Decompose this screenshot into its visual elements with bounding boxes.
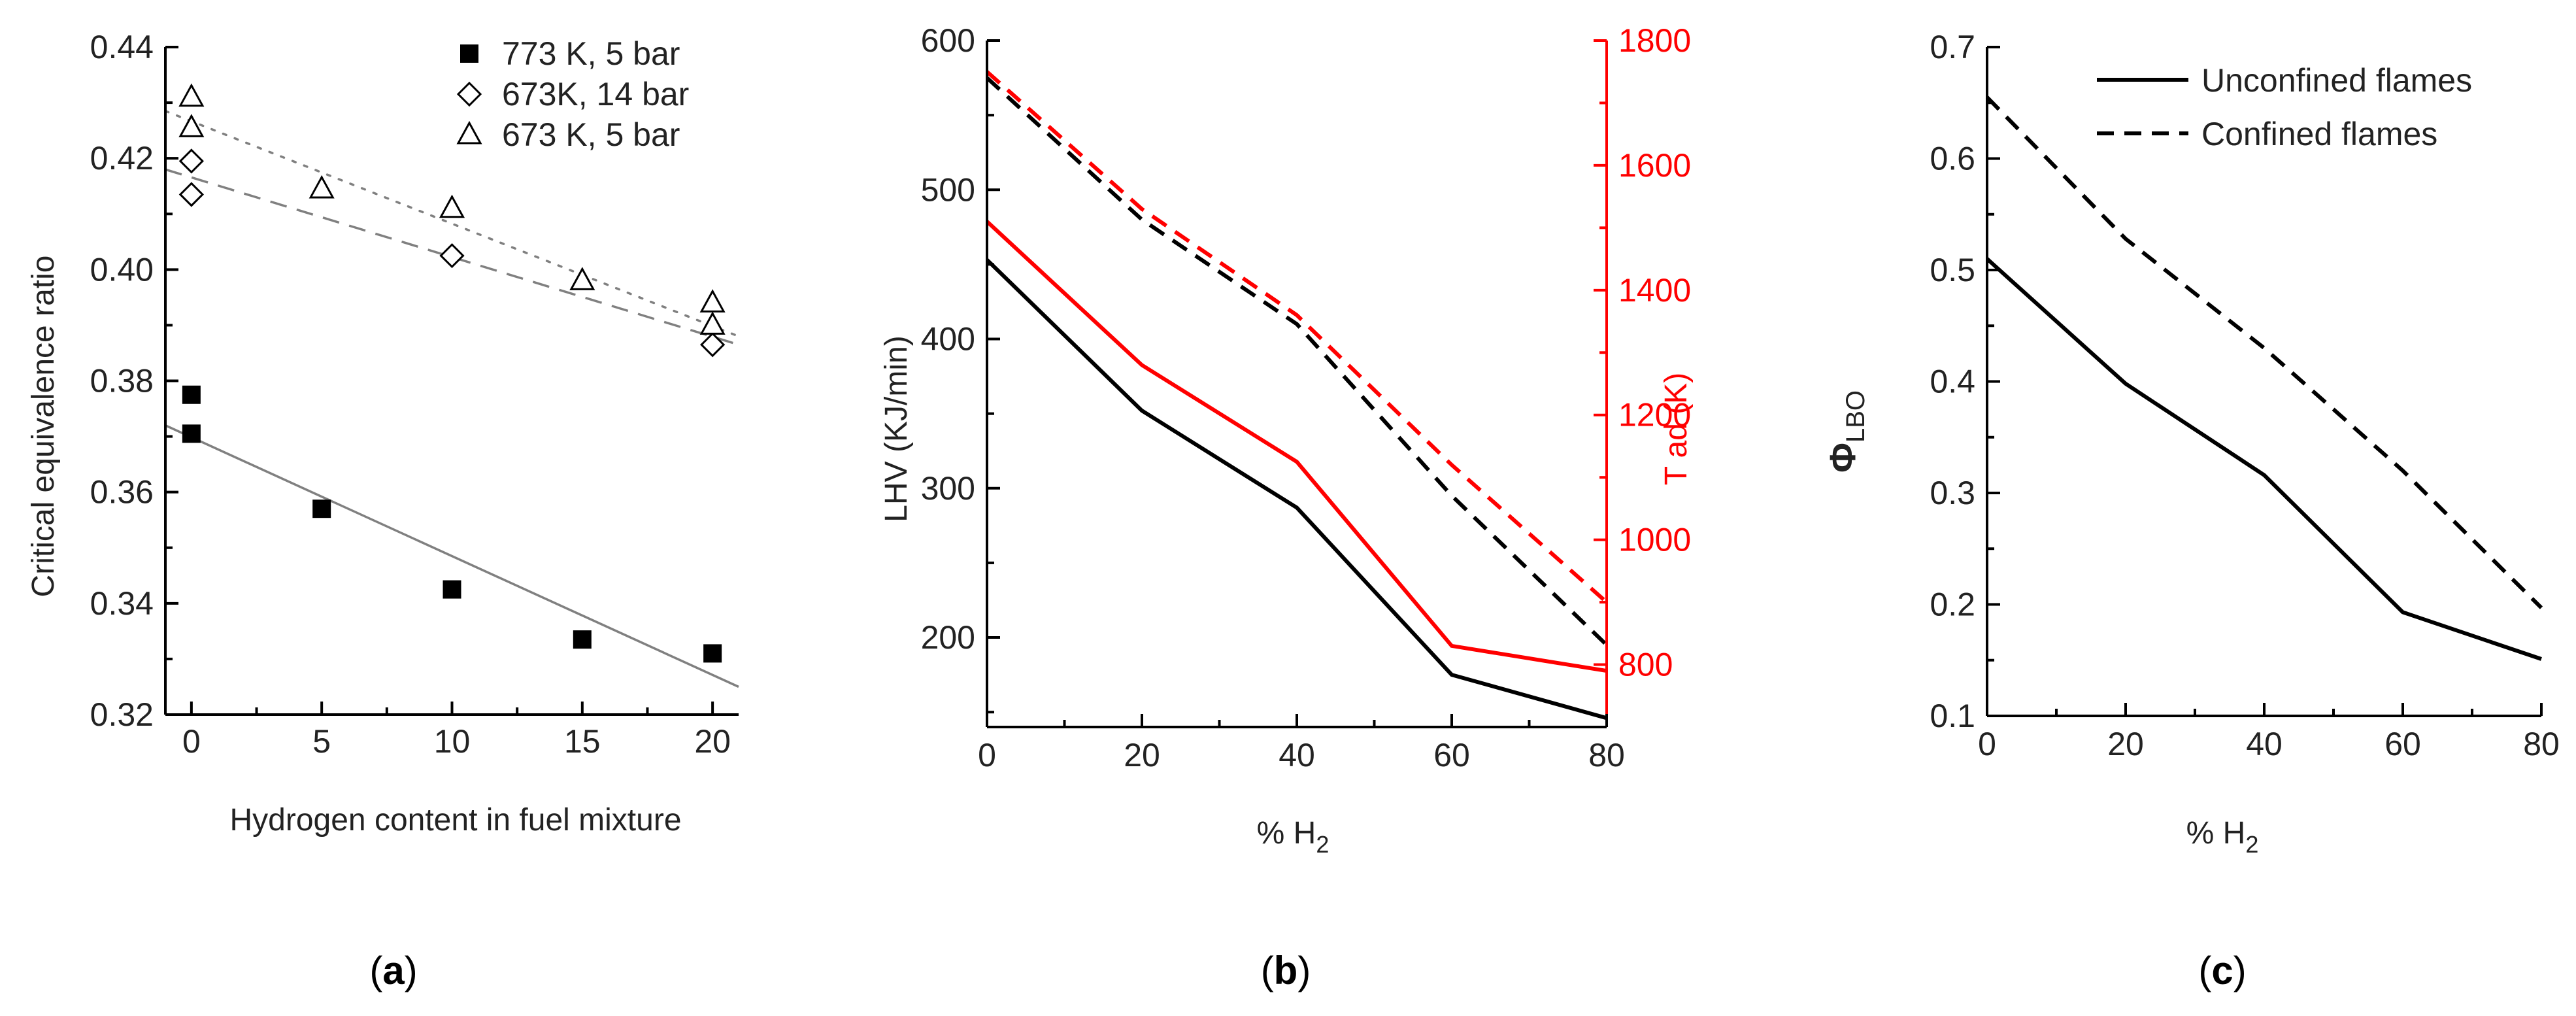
y-tick-label-b: 200 <box>921 619 975 656</box>
series-line-t-ad-confined <box>986 70 1608 604</box>
fit-line-673-k-5-bar <box>164 110 740 338</box>
fit-line-773-k-5-bar <box>165 424 739 688</box>
y-tick-label-b: 300 <box>921 470 975 507</box>
y-tick-label-a: 0.44 <box>90 29 154 65</box>
y2-tick-label-b: 1600 <box>1618 147 1691 184</box>
y-tick-label-b: 400 <box>921 321 975 358</box>
x-axis-label-a: Hydrogen content in fuel mixture <box>229 803 681 838</box>
y-axis-label-b: LHV (KJ/min) <box>879 335 914 522</box>
legend-label-unconfined-flames: Unconfined flames <box>2201 62 2472 99</box>
x-tick-label-b: 0 <box>978 737 996 773</box>
x-tick-label-c: 60 <box>2384 726 2421 762</box>
panel-a: 0 5 10 15 20 0.32 0.34 0.36 0.38 0.40 0.42 0.44 773 … <box>26 29 740 992</box>
x-tick-label-a: 15 <box>564 723 601 760</box>
data-point-773-k-5-bar <box>182 385 201 404</box>
data-point-773-k-5-bar <box>573 630 592 649</box>
legend-marker-673k-14-bar <box>456 81 482 107</box>
x-tick-label-c: 20 <box>2107 726 2144 762</box>
plot-area-b: 0 20 40 60 80 200 300 400 500 600 800 1000 1200 1400 1… <box>921 22 1692 773</box>
legend-c: Unconfined flames Confined flames <box>2097 62 2472 152</box>
x-tick-label-a: 10 <box>434 723 471 760</box>
x-tick-label-b: 40 <box>1279 737 1315 773</box>
y2-tick-label-b: 1200 <box>1618 397 1691 433</box>
data-point-673-k-5-bar <box>178 114 205 137</box>
y2-tick-label-b: 1800 <box>1618 22 1691 59</box>
x-tick-label-b: 80 <box>1588 737 1625 773</box>
x-tick-label-b: 60 <box>1433 737 1470 773</box>
y2-tick-label-b: 1400 <box>1618 272 1691 309</box>
x-tick-label-c: 0 <box>1978 726 1996 762</box>
y-tick-label-a: 0.34 <box>90 585 154 622</box>
y2-tick-label-b: 1000 <box>1618 522 1691 558</box>
y-tick-label-a: 0.40 <box>90 251 154 288</box>
data-point-673-k-5-bar <box>309 175 335 199</box>
series-line-lhv-unconfined <box>985 258 1607 720</box>
data-point-673-k-5-bar <box>699 311 726 335</box>
y-tick-label-a: 0.36 <box>90 474 154 511</box>
data-point-773-k-5-bar <box>703 644 722 663</box>
series-line-confined-flames <box>1985 95 2543 609</box>
x-tick-label-c: 80 <box>2523 726 2560 762</box>
panel-label-b: (b) <box>1261 949 1311 992</box>
x-tick-label-a: 0 <box>182 723 201 760</box>
y-tick-label-c: 0.2 <box>1930 586 1975 623</box>
fit-line-673k-14-bar <box>165 168 739 346</box>
series-line-lhv-confined <box>985 76 1609 647</box>
data-point-673k-14-bar <box>439 243 465 269</box>
data-point-673-k-5-bar <box>439 194 465 218</box>
y-tick-label-a: 0.38 <box>90 363 154 399</box>
legend-marker-773-k-5-bar <box>460 44 478 63</box>
data-point-673-k-5-bar <box>178 83 205 107</box>
data-point-673-k-5-bar <box>569 267 595 290</box>
x-tick-label-a: 20 <box>694 723 731 760</box>
y-tick-label-c: 0.7 <box>1930 29 1975 65</box>
y-tick-label-c: 0.1 <box>1930 698 1975 734</box>
y-tick-label-a: 0.32 <box>90 696 154 733</box>
data-point-773-k-5-bar <box>312 500 331 518</box>
legend-marker-673-k-5-bar <box>456 120 482 144</box>
y-tick-label-a: 0.42 <box>90 140 154 177</box>
y-tick-label-c: 0.6 <box>1930 141 1975 177</box>
data-point-673k-14-bar <box>178 148 204 174</box>
panel-label-c: (c) <box>2198 949 2246 992</box>
x-tick-label-c: 40 <box>2246 726 2283 762</box>
data-point-673k-14-bar <box>178 182 204 207</box>
y2-tick-label-b: 800 <box>1618 647 1673 683</box>
legend-a: 773 K, 5 bar 673K, 14 bar 673 K, 5 bar <box>456 35 689 153</box>
legend-label-673k-14-bar: 673K, 14 bar <box>502 76 689 112</box>
data-point-673k-14-bar <box>700 332 726 358</box>
y-tick-label-c: 0.4 <box>1930 364 1975 400</box>
y-tick-label-b: 500 <box>921 171 975 208</box>
y2-axis-label-b: T ad (K) <box>1659 373 1694 486</box>
x-axis-label-b: % H2 <box>1257 816 1330 858</box>
panel-c: 0 20 40 60 80 0.1 0.2 0.3 0.4 0.5 0.6 0.7 Unconfined… <box>1822 29 2560 992</box>
y-axis-label-c: ΦLBO <box>1822 390 1870 473</box>
data-point-773-k-5-bar <box>443 580 461 599</box>
plot-area-c: 0 20 40 60 80 0.1 0.2 0.3 0.4 0.5 0.6 0.7 Unconfined… <box>1930 29 2559 762</box>
series-line-t-ad-unconfined <box>985 220 1607 673</box>
y-tick-label-b: 600 <box>921 22 975 59</box>
panel-b: 0 20 40 60 80 200 300 400 500 600 800 1000 1200 1400 1… <box>879 22 1694 992</box>
data-point-673-k-5-bar <box>699 289 726 313</box>
x-tick-label-b: 20 <box>1124 737 1160 773</box>
y-axis-label-a: Critical equivalence ratio <box>26 256 61 598</box>
legend-label-773-k-5-bar: 773 K, 5 bar <box>502 35 680 72</box>
y-tick-label-c: 0.5 <box>1930 252 1975 288</box>
x-tick-label-a: 5 <box>312 723 331 760</box>
data-point-773-k-5-bar <box>182 424 201 443</box>
plot-area-a: 0 5 10 15 20 0.32 0.34 0.36 0.38 0.40 0.42 0.44 773 … <box>90 29 740 760</box>
series-line-unconfined-flames <box>1985 257 2542 661</box>
x-axis-label-c: % H2 <box>2186 816 2259 858</box>
legend-label-confined-flames: Confined flames <box>2201 116 2437 152</box>
legend-label-673-k-5-bar: 673 K, 5 bar <box>502 116 680 153</box>
y-tick-label-c: 0.3 <box>1930 475 1975 511</box>
panel-label-a: (a) <box>369 949 417 992</box>
